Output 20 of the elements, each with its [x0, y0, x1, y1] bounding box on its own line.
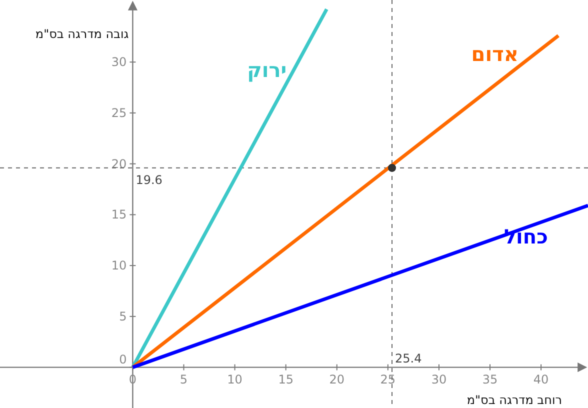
y-tick-label: 0: [119, 352, 127, 366]
y-tick-label: 25: [111, 106, 127, 120]
x-tick-label: 30: [431, 372, 447, 386]
x-tick-label: 15: [278, 372, 294, 386]
y-axis-title: גובה מדרגה בס"מ: [35, 27, 129, 42]
x-tick-label: 5: [180, 372, 188, 386]
y-tick-label: 10: [111, 258, 127, 273]
x-tick-label: 10: [227, 372, 242, 386]
ref-line-label: 25.4: [395, 351, 422, 366]
x-tick-label: 25: [380, 372, 396, 386]
ref-line-label: 19.6: [136, 172, 162, 187]
x-axis-title: רוחב מדרגה בס"מ: [466, 393, 562, 407]
x-tick-label: 35: [482, 372, 498, 386]
x-tick-label: 40: [533, 372, 549, 386]
series-label: אדום: [471, 42, 518, 66]
y-tick-label: 15: [111, 208, 127, 222]
y-tick-label: 5: [119, 309, 127, 324]
x-tick-label: 20: [329, 372, 345, 386]
series-label: ירוק: [247, 58, 287, 82]
y-tick-label: 30: [111, 55, 127, 70]
